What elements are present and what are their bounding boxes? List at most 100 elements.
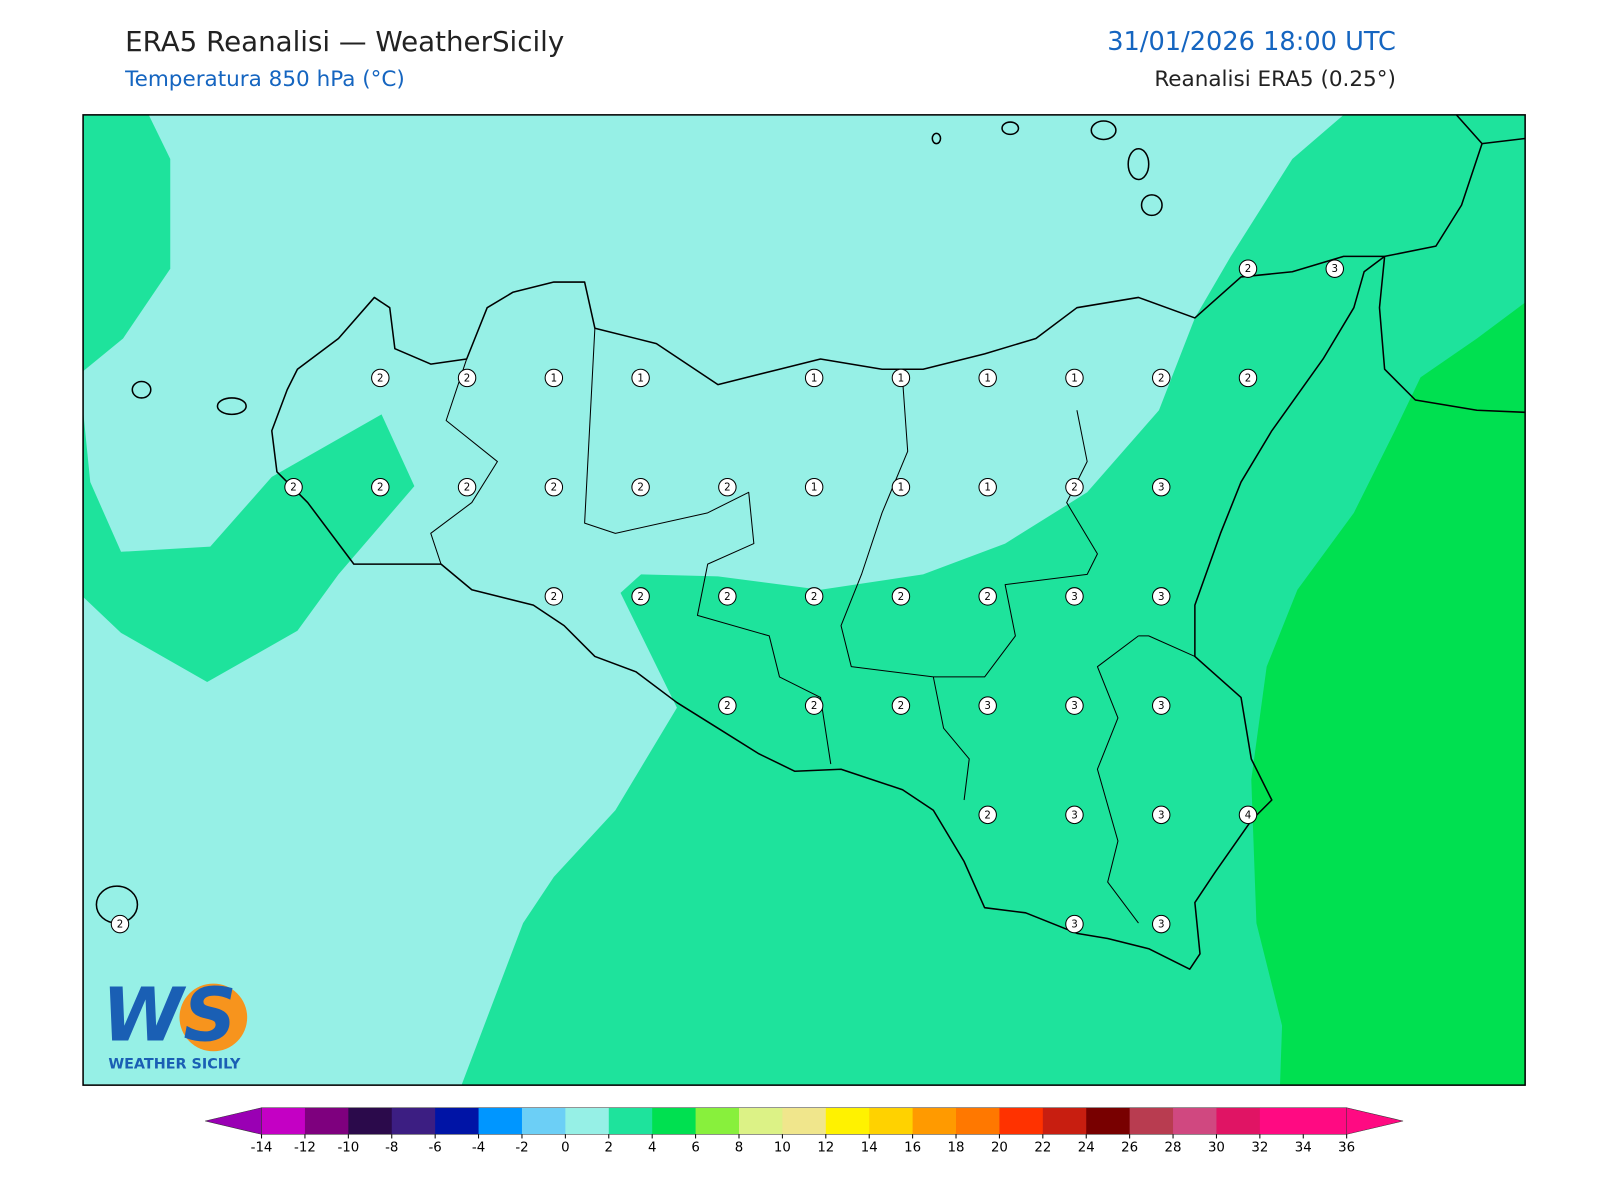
grid-point: 1 xyxy=(631,368,650,388)
colorbar-bin xyxy=(261,1107,306,1135)
grid-point-value: 2 xyxy=(1245,372,1252,384)
grid-point-marker xyxy=(891,587,911,606)
grid-point: 3 xyxy=(1151,696,1171,715)
grid-point: 2 xyxy=(804,587,824,606)
grid-point-value: 2 xyxy=(984,591,991,603)
grid-point-value: 3 xyxy=(1071,809,1078,821)
grid-point-marker xyxy=(1151,477,1171,497)
colorbar-bin xyxy=(608,1107,653,1135)
grid-point-value: 1 xyxy=(898,372,905,384)
grid-point: 2 xyxy=(804,696,824,715)
colorbar-bin xyxy=(1303,1107,1348,1135)
grid-point-value: 2 xyxy=(1245,263,1252,275)
grid-point-marker xyxy=(544,368,564,388)
province-border xyxy=(430,328,1196,924)
grid-point: 3 xyxy=(1151,914,1171,934)
colorbar-tick-label: 8 xyxy=(735,1141,743,1156)
island xyxy=(1140,194,1163,217)
colorbar-tick-label: 2 xyxy=(605,1141,613,1156)
grid-point-value: 3 xyxy=(1158,809,1165,821)
colorbar-tick-label: -2 xyxy=(515,1141,528,1156)
grid-point: 2 xyxy=(544,587,564,606)
grid-point-value: 2 xyxy=(117,919,124,931)
grid-point-marker xyxy=(544,477,564,497)
colorbar-over xyxy=(1346,1107,1404,1135)
colorbar-bin xyxy=(652,1107,697,1135)
title: ERA5 Reanalisi — WeatherSicily xyxy=(125,25,564,58)
subtitle: Temperatura 850 hPa (°C) xyxy=(124,67,405,92)
source: Reanalisi ERA5 (0.25°) xyxy=(1154,67,1396,92)
grid-point-marker xyxy=(804,696,824,715)
grid-point: 3 xyxy=(1065,587,1084,606)
colorbar-tick-label: 36 xyxy=(1338,1141,1355,1156)
datetime: 31/01/2026 18:00 UTC xyxy=(1107,27,1396,57)
grid-point-value: 2 xyxy=(290,482,297,494)
grid-point-value: 2 xyxy=(898,700,905,712)
colorbar-tick-label: -10 xyxy=(337,1141,359,1156)
grid-point-marker xyxy=(544,587,564,606)
colorbar-tick-label: 24 xyxy=(1078,1141,1095,1156)
logo-text: WEATHER SICILY xyxy=(108,1057,241,1073)
grid-point-marker xyxy=(1238,259,1258,278)
island xyxy=(1090,120,1117,141)
colorbar-tick-label: -8 xyxy=(385,1141,398,1156)
grid-point: 2 xyxy=(1238,259,1258,278)
colorbar-bin xyxy=(565,1107,610,1135)
contour-2-4 xyxy=(83,410,415,683)
colorbar-bin xyxy=(1173,1107,1217,1135)
grid-point: 2 xyxy=(457,368,477,388)
colorbar-bin xyxy=(956,1107,1000,1135)
colorbar-tick-label: -14 xyxy=(251,1141,273,1156)
grid-point-value: 2 xyxy=(1158,372,1165,384)
grid-point-marker xyxy=(978,477,997,497)
grid-point-marker xyxy=(1151,587,1171,606)
logo-mark: WS xyxy=(102,973,237,1059)
colorbar-tick-label: 16 xyxy=(904,1141,921,1156)
grid-point: 2 xyxy=(371,368,390,388)
grid-point-value: 2 xyxy=(724,591,731,603)
calabria-coast xyxy=(1378,114,1526,414)
grid-point: 1 xyxy=(891,477,911,497)
grid-point-value: 3 xyxy=(1071,591,1078,603)
island xyxy=(931,132,942,145)
grid-point: 2 xyxy=(718,587,737,606)
grid-point-value: 3 xyxy=(1071,700,1078,712)
grid-point-marker xyxy=(804,368,824,388)
grid-points: 2 3 2 2 1 1 1 1 1 1 2 2 2 2 2 2 2 2 1 1 1 2 3 2 2 2 2 2 2 3 3 2 2 2 3 3 3 2 3 3… xyxy=(110,259,1345,934)
grid-point: 2 xyxy=(544,477,564,497)
grid-point: 3 xyxy=(978,696,997,715)
grid-point-value: 2 xyxy=(984,809,991,821)
grid-point: 1 xyxy=(1065,368,1084,388)
island xyxy=(131,380,152,399)
grid-point: 1 xyxy=(978,368,997,388)
grid-point: 2 xyxy=(371,477,390,497)
grid-point-marker xyxy=(1151,914,1171,934)
contour-4-6 xyxy=(1251,302,1526,1086)
colorbar-tick-label: 20 xyxy=(991,1141,1008,1156)
grid-point-marker xyxy=(1065,805,1084,825)
coastline xyxy=(271,255,1386,970)
grid-point-marker xyxy=(1065,477,1084,497)
grid-point-marker xyxy=(978,805,997,825)
grid-point: 4 xyxy=(1238,805,1258,825)
colorbar-tick-label: 10 xyxy=(774,1141,791,1156)
grid-point: 3 xyxy=(1151,477,1171,497)
grid-point-value: 2 xyxy=(464,482,471,494)
colorbar-tick-label: 26 xyxy=(1121,1141,1138,1156)
colorbar: -14 -12 -10 -8 -6 -4 -2 0 2 4 6 8 10 12 14 16 18 20 22 24 26… xyxy=(205,1107,1404,1156)
grid-point-value: 1 xyxy=(898,482,905,494)
grid-point-marker xyxy=(457,368,477,388)
colorbar-tick-label: 28 xyxy=(1165,1141,1182,1156)
grid-point: 3 xyxy=(1151,805,1171,825)
grid-point-value: 3 xyxy=(984,700,991,712)
grid-point-marker xyxy=(891,696,911,715)
colorbar-bin xyxy=(1086,1107,1131,1135)
colorbar-tick-label: 32 xyxy=(1251,1141,1268,1156)
grid-point-value: 2 xyxy=(724,700,731,712)
grid-point: 2 xyxy=(718,477,737,497)
colorbar-frame xyxy=(261,1107,1347,1135)
grid-point-marker xyxy=(1151,805,1171,825)
grid-point: 3 xyxy=(1151,587,1171,606)
colorbar-bin xyxy=(695,1107,740,1135)
